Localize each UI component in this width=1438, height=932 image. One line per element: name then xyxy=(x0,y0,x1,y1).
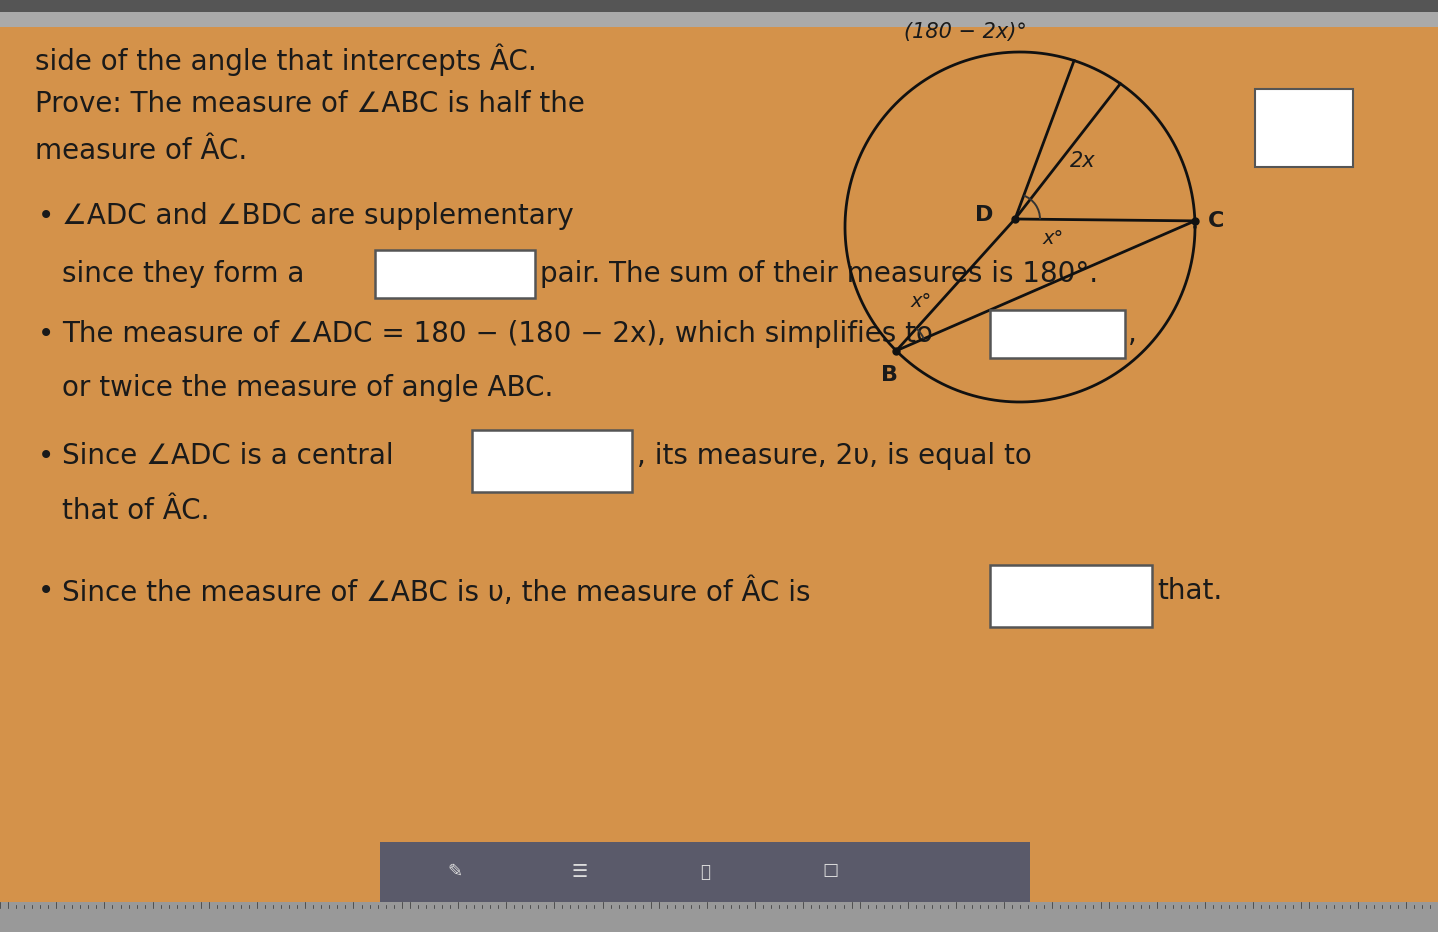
Text: •: • xyxy=(37,442,55,470)
Text: x°: x° xyxy=(910,292,932,310)
Text: , its measure, 2υ, is equal to: , its measure, 2υ, is equal to xyxy=(637,442,1031,470)
Text: (180 − 2x)°: (180 − 2x)° xyxy=(903,22,1027,42)
Text: x°: x° xyxy=(1043,229,1064,248)
Text: •: • xyxy=(37,577,55,605)
Text: ,: , xyxy=(1127,320,1137,348)
Text: Prove: The measure of ∠ABC is half the: Prove: The measure of ∠ABC is half the xyxy=(35,90,585,118)
Bar xyxy=(0,0,1438,12)
Text: D: D xyxy=(975,205,994,225)
Bar xyxy=(1255,89,1353,167)
Bar xyxy=(380,842,1030,902)
Text: B: B xyxy=(880,364,897,385)
Text: ✎: ✎ xyxy=(447,863,463,881)
Text: •: • xyxy=(37,320,55,348)
Text: measure of ÂC.: measure of ÂC. xyxy=(35,137,247,165)
Bar xyxy=(0,0,1438,27)
Text: ⎙: ⎙ xyxy=(700,863,710,881)
Text: since they form a: since they form a xyxy=(62,260,305,288)
Bar xyxy=(375,250,535,298)
Text: side of the angle that intercepts ÂC.: side of the angle that intercepts ÂC. xyxy=(35,44,536,76)
Text: C: C xyxy=(1208,211,1224,231)
Text: ∠ADC and ∠BDC are supplementary: ∠ADC and ∠BDC are supplementary xyxy=(62,202,574,230)
Text: 2x: 2x xyxy=(1070,151,1096,171)
Text: •: • xyxy=(37,202,55,230)
Text: ☐: ☐ xyxy=(823,863,838,881)
Text: Since ∠ADC is a central: Since ∠ADC is a central xyxy=(62,442,394,470)
Text: Since the measure of ∠ABC is υ, the measure of ÂC is: Since the measure of ∠ABC is υ, the meas… xyxy=(62,577,811,607)
Text: The measure of ∠ADC = 180 − (180 − 2x), which simplifies to: The measure of ∠ADC = 180 − (180 − 2x), … xyxy=(62,320,933,348)
Text: pair. The sum of their measures is 180°.: pair. The sum of their measures is 180°. xyxy=(541,260,1099,288)
Bar xyxy=(0,902,1438,932)
Text: that.: that. xyxy=(1158,577,1222,605)
Text: that of ÂC.: that of ÂC. xyxy=(62,497,210,525)
Bar xyxy=(989,565,1152,627)
Text: or twice the measure of angle ABC.: or twice the measure of angle ABC. xyxy=(62,374,554,402)
Text: ☰: ☰ xyxy=(572,863,588,881)
Bar xyxy=(989,310,1125,358)
Bar xyxy=(472,430,631,492)
